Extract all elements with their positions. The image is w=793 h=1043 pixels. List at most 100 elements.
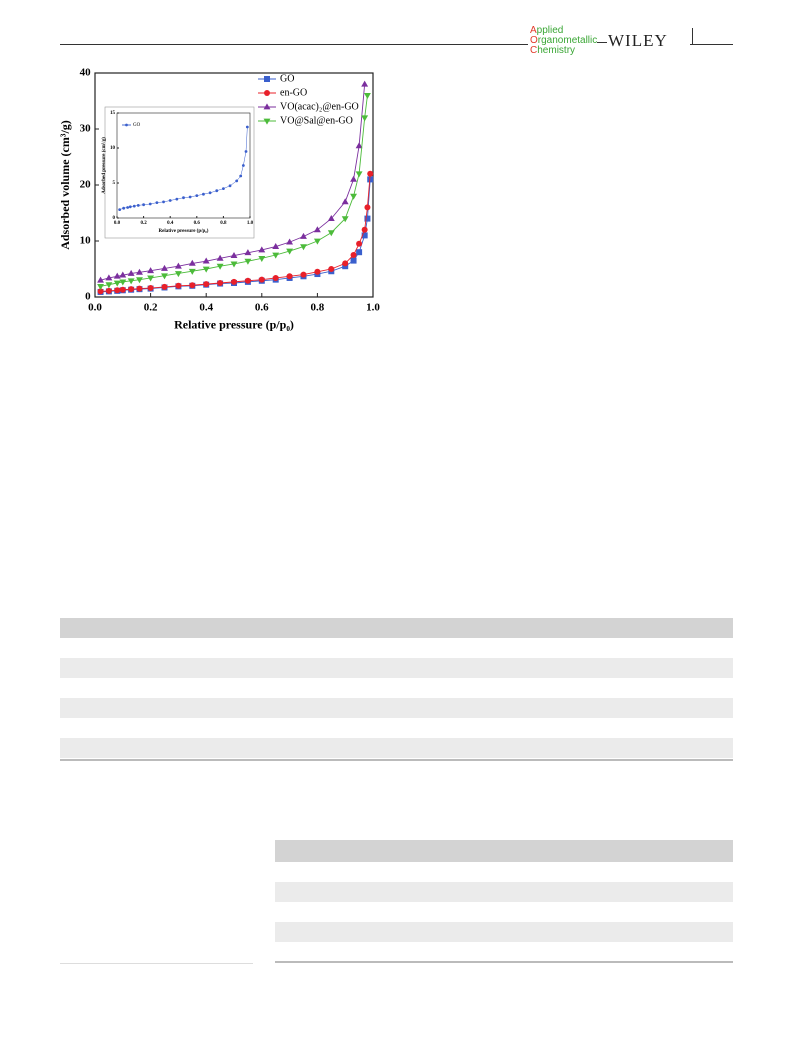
marker [136, 277, 143, 284]
marker [350, 175, 357, 182]
marker [105, 282, 113, 289]
legend-label: GO [133, 123, 141, 128]
table-row [275, 882, 733, 902]
y-tick-label: 10 [80, 235, 92, 247]
marker [119, 279, 127, 286]
table-header [60, 618, 733, 638]
marker [350, 193, 357, 200]
y-tick-label: 0 [85, 291, 91, 303]
y-tick-label: 40 [80, 67, 92, 79]
x-tick-label: 0.8 [220, 221, 227, 226]
marker [361, 232, 368, 239]
header-rule [690, 44, 733, 45]
y-tick-label: 0 [113, 216, 116, 221]
marker [356, 249, 363, 256]
x-tick-label: 1.0 [247, 221, 254, 226]
marker [128, 286, 135, 293]
marker [244, 277, 251, 284]
marker [215, 189, 219, 193]
marker [327, 230, 335, 237]
header-rule [597, 42, 607, 43]
x-tick-label: 0.4 [167, 221, 174, 226]
marker [364, 204, 371, 211]
marker [175, 197, 179, 201]
y-tick-label: 20 [80, 179, 92, 191]
journal-word: Chemistry [530, 45, 576, 56]
marker [350, 252, 357, 258]
marker [105, 274, 113, 281]
marker [361, 80, 369, 87]
marker [113, 280, 121, 287]
marker [230, 261, 238, 268]
marker [341, 198, 349, 205]
legend-label: GO [280, 73, 294, 84]
y-tick-label: 10 [110, 146, 116, 151]
marker [239, 174, 243, 178]
marker [148, 202, 152, 206]
marker [174, 262, 182, 269]
marker [258, 246, 266, 253]
marker [314, 268, 321, 275]
marker [216, 254, 224, 261]
x-tick-label: 0.4 [199, 302, 213, 314]
marker [161, 273, 168, 280]
marker [97, 276, 105, 283]
marker [127, 269, 135, 276]
x-tick-label: 0.2 [140, 221, 147, 226]
x-tick-label: 1.0 [366, 302, 380, 314]
x-tick-label: 0.8 [311, 302, 325, 314]
marker [245, 125, 249, 129]
journal-word: Organometallic [530, 35, 598, 46]
x-tick-label: 0.0 [88, 302, 102, 314]
marker [244, 258, 252, 265]
marker [136, 204, 140, 207]
marker [355, 142, 363, 149]
marker [263, 118, 271, 125]
marker [105, 287, 112, 294]
marker [162, 200, 165, 204]
marker [161, 264, 168, 271]
marker [350, 257, 357, 264]
marker [119, 271, 127, 278]
marker [361, 226, 368, 233]
plot-frame [116, 112, 251, 219]
marker [258, 276, 265, 283]
marker [286, 238, 294, 245]
y-tick-label: 5 [113, 181, 116, 186]
marker [313, 226, 321, 233]
marker [244, 150, 248, 153]
marker [155, 201, 159, 205]
marker [364, 215, 371, 222]
marker [195, 194, 199, 198]
marker [188, 259, 196, 266]
marker [272, 243, 280, 249]
marker [168, 199, 172, 202]
x-tick-label: 0.0 [114, 221, 121, 226]
marker [363, 93, 371, 99]
marker [217, 280, 224, 286]
marker [341, 216, 349, 223]
marker [355, 171, 363, 178]
marker [222, 187, 225, 191]
x-tick-label: 0.2 [144, 302, 158, 314]
marker [147, 285, 154, 292]
publisher: WILEY [608, 31, 668, 50]
marker [216, 263, 224, 270]
marker [188, 268, 196, 275]
y-axis-label: Adsorbed volume (cm³/g) [58, 120, 72, 250]
x-tick-label: 0.6 [194, 221, 201, 226]
marker [230, 251, 238, 258]
x-tick-label: 0.6 [255, 302, 269, 314]
table-row [275, 922, 733, 942]
marker [182, 196, 185, 200]
marker [203, 281, 210, 288]
marker [264, 90, 270, 96]
marker [175, 282, 182, 289]
y-tick-label: 30 [80, 123, 92, 135]
table-row [60, 658, 733, 678]
marker [118, 208, 122, 212]
legend-label: en-GO [280, 87, 307, 98]
x-axis-label: Relative pressure (p/p₀) [159, 229, 209, 234]
x-axis-label: Relative pressure (p/p₀) [174, 317, 294, 331]
marker [208, 191, 212, 195]
